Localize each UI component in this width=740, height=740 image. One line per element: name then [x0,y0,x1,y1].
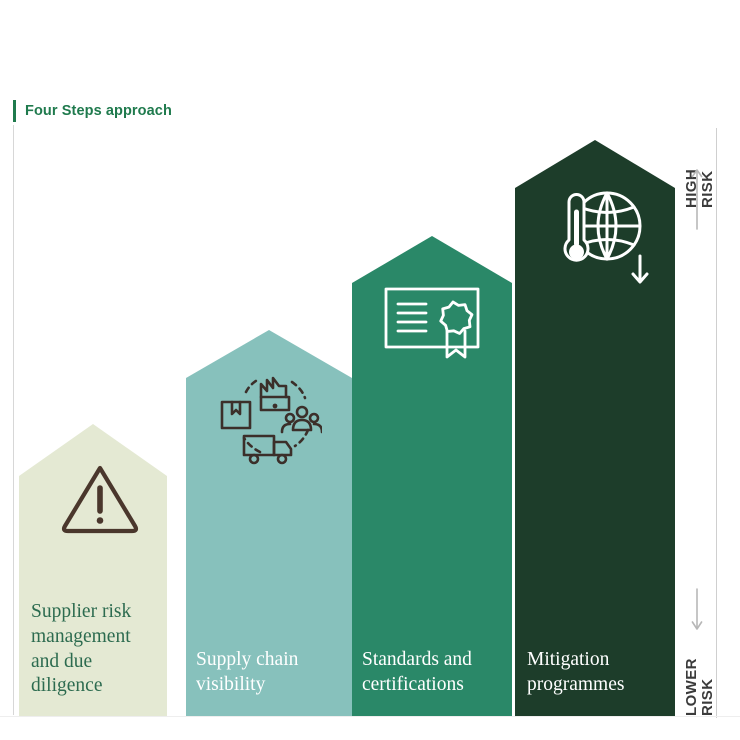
globe-thermometer-icon [545,182,655,293]
bar-shape-1 [19,424,167,716]
bar-label-supply-chain-visibility: Supply chain visibility [196,649,299,695]
bar-label-standards-certifications: Standards and certifications [362,649,472,695]
left-baseline [13,125,14,715]
bar-label-mitigation-programmes: Mitigation programmes [527,649,625,695]
supply-chain-cycle-icon [216,364,324,473]
bar-standards-certifications[interactable] [352,236,512,716]
lower-risk-label: LOWER RISK [683,658,717,716]
risk-axis-line [716,128,717,718]
bar-supplier-risk[interactable] [19,424,167,716]
bottom-rule [0,716,740,717]
chart-title-block: Four Steps approach [13,100,172,122]
bar-label-supplier-risk: Supplier risk management and due diligen… [31,601,132,697]
bar-mitigation-programmes[interactable] [515,140,675,716]
bar-shape-3 [352,236,512,716]
bar-shape-4 [515,140,675,716]
warning-triangle-icon [61,462,139,539]
up-arrow-icon [690,168,704,235]
certificate-icon [382,285,482,368]
title-accent-rule [13,100,16,122]
down-arrow-icon [690,588,704,637]
page-title: Four Steps approach [25,103,172,119]
